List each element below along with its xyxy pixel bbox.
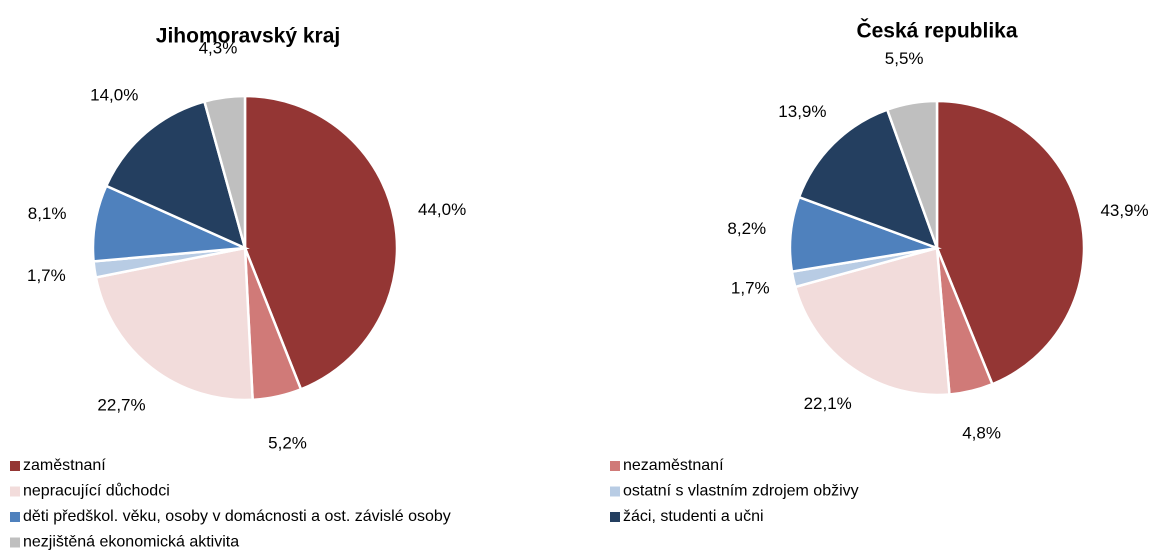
data-label: 8,2% [727,219,766,238]
data-label: 14,0% [90,85,138,104]
legend: zaměstnaní nezaměstnaní nepracující důchod… [10,457,859,551]
chart-title: Česká republika [856,19,1017,43]
data-label: 4,8% [962,423,1001,442]
legend-label: nezjištěná ekonomická aktivita [23,534,239,551]
legend-label: žáci, studenti a učni [623,508,764,525]
legend-swatch [610,461,620,471]
legend-label: nepracující důchodci [23,482,170,500]
legend-swatch [10,512,20,522]
pie-slice [885,99,939,249]
pie-slice [104,99,247,251]
data-label: 13,9% [778,102,826,121]
legend-swatch [10,537,20,548]
legend-swatch [10,486,20,497]
legend-swatch [610,486,620,497]
legend-label: ostatní s vlastním zdrojem obživy [623,483,859,500]
legend-label: zaměstnaní [23,457,106,474]
data-label: 8,1% [28,204,67,223]
legend-swatch [10,461,20,471]
data-label: 22,1% [804,394,852,413]
pie-slice [797,108,940,251]
data-label: 5,2% [268,434,307,453]
legend-label: děti předškol. věku, osoby v domácnosti … [23,508,451,525]
legend-label: nezaměstnaní [623,457,724,474]
data-label: 5,5% [885,49,924,68]
data-label: 43,9% [1100,201,1148,220]
data-label: 1,7% [731,278,770,297]
pie-slice [935,99,1086,386]
data-label: 44,0% [418,200,466,219]
pie-slice [793,246,951,397]
pie-slice [202,94,247,249]
pie-slice [243,94,399,391]
legend-swatch [610,512,620,522]
chart-title: Jihomoravský kraj [156,25,340,48]
data-label: 4,3% [199,39,238,58]
data-label: 22,7% [97,396,145,415]
pie-slice [94,246,254,402]
data-label: 1,7% [27,266,66,285]
